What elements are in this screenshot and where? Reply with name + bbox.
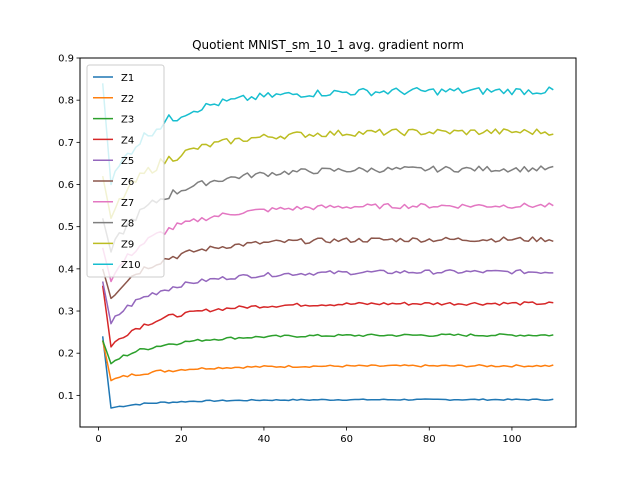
y-tick-label: 0.1 [58, 391, 74, 402]
y-tick-label: 0.7 [58, 138, 74, 149]
x-tick-label: 60 [340, 434, 353, 445]
series-line-z4 [101, 285, 554, 348]
y-tick-label: 0.6 [58, 180, 74, 191]
legend-label: Z9 [121, 239, 134, 250]
legend-label: Z1 [121, 73, 134, 84]
legend: Z1 Z2 Z3 Z4 Z5 Z6 Z7 Z8 Z9 Z10 [86, 64, 165, 278]
series-line-z9 [101, 128, 554, 220]
legend-label: Z6 [121, 177, 134, 188]
y-tick-label: 0.8 [58, 96, 74, 107]
x-tick-label: 80 [423, 434, 436, 445]
legend-label: Z10 [121, 260, 141, 271]
legend-label: Z3 [121, 115, 134, 126]
x-tick-label: 40 [258, 434, 271, 445]
x-tick-label: 20 [175, 434, 188, 445]
series-layer [101, 83, 554, 409]
legend-label: Z4 [121, 135, 134, 146]
series-line-z1 [101, 336, 554, 409]
legend-label: Z8 [121, 219, 134, 230]
x-tick-label: 100 [502, 434, 521, 445]
plot-frame [79, 57, 577, 428]
y-tick-label: 0.5 [58, 222, 74, 233]
y-axis: 0.1 0.2 0.3 0.4 0.5 0.6 0.7 0.8 0.9 [58, 54, 80, 402]
legend-label: Z7 [121, 198, 134, 209]
series-line-z7 [101, 202, 554, 283]
series-line-z5 [101, 269, 554, 325]
y-tick-label: 0.9 [58, 54, 74, 65]
series-line-z10 [101, 83, 554, 186]
chart-title: Quotient MNIST_sm_10_1 avg. gradient nor… [192, 38, 464, 52]
x-tick-label: 0 [95, 434, 101, 445]
series-line-z3 [101, 333, 554, 365]
series-line-z6 [101, 236, 554, 300]
x-axis: 0 20 40 60 80 100 [95, 427, 521, 445]
series-line-z8 [101, 165, 554, 253]
y-tick-label: 0.4 [58, 264, 74, 275]
legend-label: Z2 [121, 94, 134, 105]
legend-label: Z5 [121, 156, 134, 167]
y-tick-label: 0.3 [58, 307, 74, 318]
y-tick-label: 0.2 [58, 349, 74, 360]
series-line-z2 [101, 340, 554, 382]
